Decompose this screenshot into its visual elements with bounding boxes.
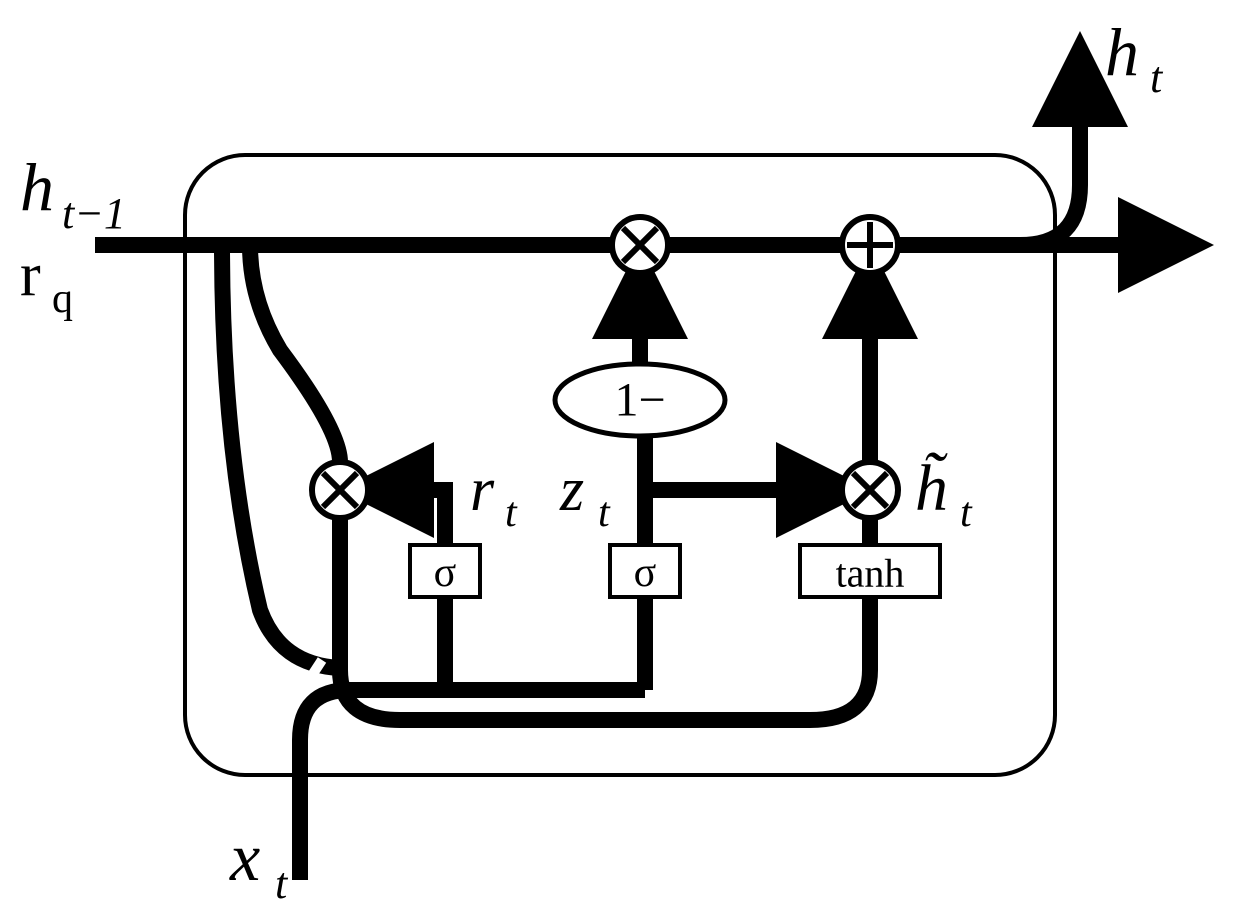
- edge-out-up: [1020, 95, 1080, 245]
- edge-hprev-down1: [250, 245, 340, 462]
- label-z-t: z t: [559, 456, 611, 536]
- edge-sigma1-to-mult1: [402, 490, 445, 545]
- svg-text:q: q: [52, 276, 73, 322]
- label-r-t: r t: [470, 456, 518, 536]
- op-mult-candidate: [842, 462, 898, 518]
- svg-text:r: r: [20, 241, 41, 309]
- svg-text:t: t: [505, 490, 518, 536]
- svg-text:t: t: [598, 490, 611, 536]
- gru-diagram: 1− σ σ tanh h t−1 r q x t r t z t h: [0, 0, 1239, 913]
- label-x-t: x t: [229, 819, 289, 908]
- edge-xt-in: [300, 690, 350, 880]
- label-h-tilde: h̃ t: [915, 452, 973, 536]
- gate-sigma-update: σ: [610, 545, 680, 597]
- svg-text:σ: σ: [434, 550, 457, 596]
- svg-text:t: t: [1150, 53, 1164, 102]
- svg-text:σ: σ: [634, 550, 657, 596]
- svg-text:x: x: [229, 819, 260, 895]
- op-one-minus: 1−: [555, 364, 725, 436]
- op-mult-reset: [312, 462, 368, 518]
- svg-text:z: z: [559, 456, 584, 524]
- svg-text:h: h: [1105, 14, 1139, 90]
- svg-text:tanh: tanh: [836, 551, 905, 596]
- label-h-prev: h t−1: [20, 149, 126, 238]
- svg-text:h: h: [20, 149, 54, 225]
- svg-text:1−: 1−: [614, 374, 665, 427]
- svg-text:t: t: [960, 490, 973, 536]
- edge-hprev-down2: [222, 245, 340, 668]
- gate-tanh: tanh: [800, 545, 940, 597]
- svg-text:h̃: h̃: [915, 452, 949, 525]
- op-add: [842, 217, 898, 273]
- svg-text:r: r: [470, 456, 495, 524]
- op-mult-update: [612, 217, 668, 273]
- label-h-t: h t: [1105, 14, 1164, 102]
- svg-text:t: t: [275, 859, 289, 908]
- gate-sigma-reset: σ: [410, 545, 480, 597]
- label-r-q: r q: [20, 241, 73, 322]
- svg-text:t−1: t−1: [62, 189, 126, 238]
